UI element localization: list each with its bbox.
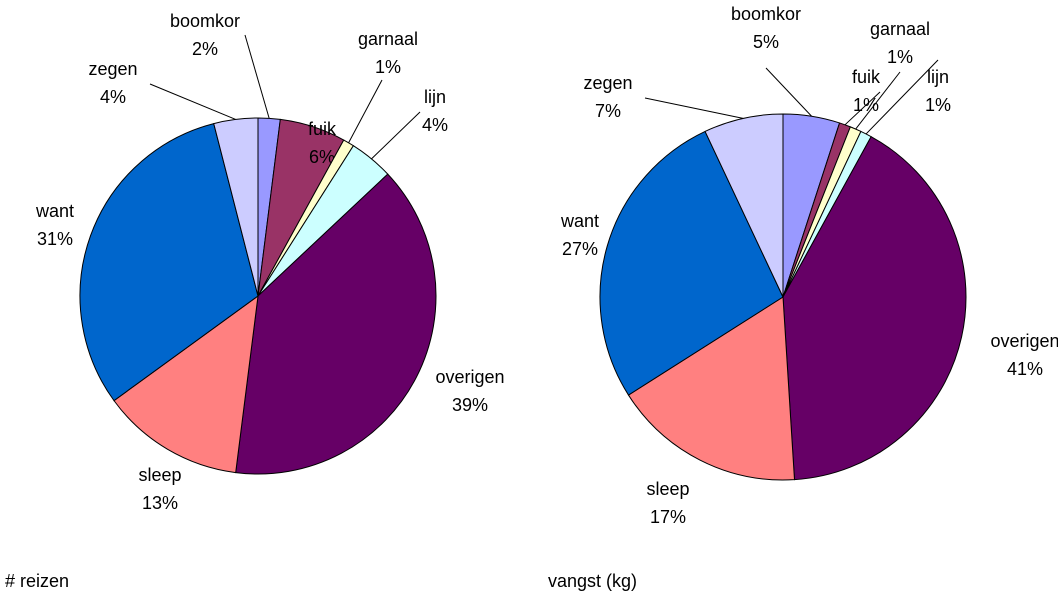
slice-value-label: 1%	[853, 95, 879, 115]
slice-label: lijn	[424, 87, 446, 107]
pie-slice	[213, 117, 259, 297]
chart-title: # reizen	[5, 571, 69, 591]
pie-slice	[627, 296, 796, 481]
slice-label: fuik	[308, 119, 337, 139]
slice-label: zegen	[583, 73, 632, 93]
slice-label: zegen	[88, 59, 137, 79]
slice-label: boomkor	[170, 11, 240, 31]
pie-slice	[113, 294, 259, 474]
slice-value-label: 41%	[1007, 359, 1043, 379]
pie-slice	[235, 173, 437, 475]
slice-label: sleep	[138, 465, 181, 485]
leader-line	[371, 111, 421, 160]
slice-value-label: 6%	[309, 147, 335, 167]
slice-value-label: 39%	[452, 395, 488, 415]
leader-line	[149, 83, 236, 120]
slice-value-label: 4%	[422, 115, 448, 135]
leader-line	[855, 71, 901, 130]
slice-label: lijn	[927, 67, 949, 87]
leader-line	[244, 34, 270, 119]
slice-value-label: 4%	[100, 87, 126, 107]
slice-label: boomkor	[731, 4, 801, 24]
chart-title: vangst (kg)	[548, 571, 637, 591]
slice-value-label: 5%	[753, 32, 779, 52]
slice-value-label: 13%	[142, 493, 178, 513]
slice-label: want	[35, 201, 74, 221]
leader-line	[348, 79, 383, 144]
slice-value-label: 31%	[37, 229, 73, 249]
slice-value-label: 1%	[375, 57, 401, 77]
pie-slice	[599, 130, 784, 396]
slice-label: garnaal	[870, 19, 930, 39]
leader-line	[865, 59, 939, 135]
slice-label: want	[560, 211, 599, 231]
slice-label: garnaal	[358, 29, 418, 49]
slice-label: sleep	[646, 479, 689, 499]
leader-line	[644, 97, 744, 119]
slice-label: overigen	[990, 331, 1058, 351]
slice-value-label: 2%	[192, 39, 218, 59]
leader-line	[765, 67, 812, 117]
leader-line	[844, 91, 881, 126]
pie-slice	[79, 122, 259, 402]
slice-value-label: 7%	[595, 101, 621, 121]
pie-slice	[782, 135, 967, 481]
slice-label: overigen	[435, 367, 504, 387]
slice-value-label: 1%	[925, 95, 951, 115]
slice-value-label: 17%	[650, 507, 686, 527]
slice-label: fuik	[852, 67, 881, 87]
slice-value-label: 27%	[562, 239, 598, 259]
slice-value-label: 1%	[887, 47, 913, 67]
